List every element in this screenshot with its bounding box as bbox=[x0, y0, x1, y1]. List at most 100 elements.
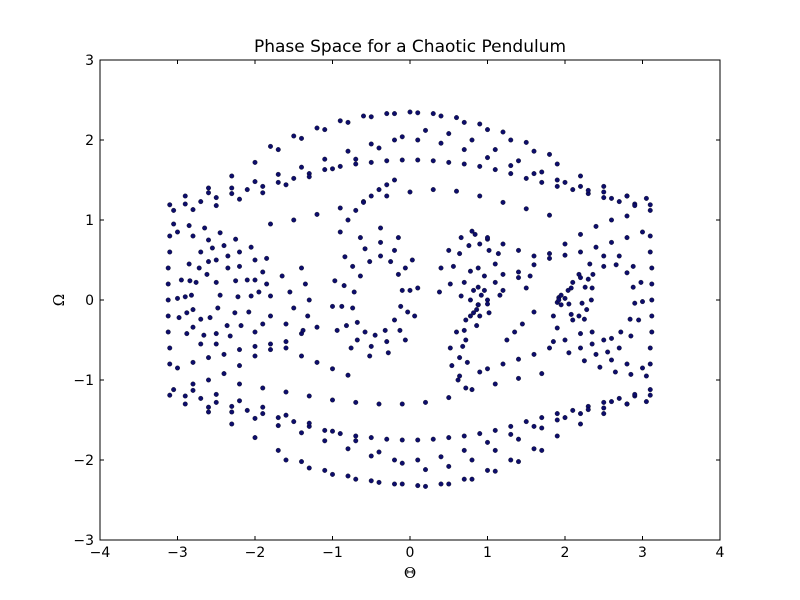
data-point bbox=[229, 191, 235, 197]
data-point bbox=[508, 457, 514, 463]
data-point bbox=[438, 140, 444, 146]
data-point bbox=[636, 317, 642, 323]
data-point bbox=[405, 309, 411, 315]
data-point bbox=[649, 297, 655, 303]
data-point bbox=[446, 131, 452, 137]
data-point bbox=[275, 171, 281, 177]
data-point bbox=[609, 335, 614, 341]
data-point bbox=[348, 345, 354, 351]
data-point bbox=[486, 247, 492, 253]
data-point bbox=[306, 420, 312, 426]
data-point bbox=[190, 381, 196, 387]
data-point bbox=[362, 329, 368, 335]
data-point bbox=[322, 438, 328, 444]
data-point bbox=[516, 269, 521, 275]
data-point bbox=[508, 163, 514, 169]
data-point bbox=[227, 333, 233, 339]
data-point bbox=[539, 425, 545, 431]
data-point bbox=[337, 118, 343, 124]
data-point bbox=[322, 427, 328, 433]
data-point bbox=[176, 315, 182, 321]
data-point bbox=[186, 223, 192, 229]
data-point bbox=[188, 292, 194, 298]
data-point bbox=[519, 321, 525, 327]
data-point bbox=[252, 435, 258, 441]
data-point bbox=[345, 148, 351, 154]
data-point bbox=[566, 350, 572, 356]
data-point bbox=[353, 433, 359, 439]
data-point bbox=[283, 321, 289, 327]
data-point bbox=[330, 366, 335, 372]
data-point bbox=[237, 249, 242, 255]
data-point bbox=[268, 313, 273, 319]
data-point bbox=[198, 395, 204, 401]
data-point bbox=[353, 399, 359, 405]
data-point bbox=[562, 179, 568, 185]
data-point bbox=[554, 411, 560, 417]
data-point bbox=[235, 294, 241, 300]
data-point bbox=[504, 337, 510, 343]
data-point bbox=[368, 114, 374, 120]
data-point bbox=[367, 353, 373, 359]
data-point bbox=[384, 182, 390, 188]
data-point bbox=[287, 289, 293, 295]
data-point bbox=[314, 324, 320, 330]
data-point bbox=[213, 391, 219, 397]
data-point bbox=[446, 435, 452, 441]
data-point bbox=[196, 265, 202, 271]
data-point bbox=[486, 310, 492, 316]
data-point bbox=[547, 345, 552, 351]
data-point bbox=[492, 261, 498, 267]
data-point bbox=[477, 431, 483, 437]
data-point bbox=[399, 401, 405, 407]
data-point bbox=[516, 436, 521, 442]
data-point bbox=[353, 156, 359, 162]
data-point bbox=[376, 401, 382, 407]
data-point bbox=[252, 353, 258, 359]
data-point bbox=[213, 399, 219, 405]
y-axis-ticks: −3 −2 −1 0 1 2 3 bbox=[73, 53, 720, 549]
data-point bbox=[314, 359, 320, 365]
data-point bbox=[399, 287, 405, 293]
data-point bbox=[256, 289, 262, 295]
data-point bbox=[415, 157, 421, 163]
data-point bbox=[531, 309, 537, 315]
data-point bbox=[268, 143, 273, 149]
data-point bbox=[628, 333, 634, 339]
data-point bbox=[500, 129, 506, 135]
data-point bbox=[407, 189, 413, 195]
data-point bbox=[252, 159, 258, 165]
data-point bbox=[206, 185, 211, 191]
scatter-points-layer bbox=[165, 109, 655, 489]
data-point bbox=[260, 385, 266, 391]
data-point bbox=[415, 483, 421, 489]
data-point bbox=[330, 397, 335, 403]
data-point bbox=[430, 436, 436, 442]
data-point bbox=[547, 251, 552, 257]
data-point bbox=[345, 372, 351, 378]
data-point bbox=[415, 137, 421, 143]
data-point bbox=[457, 373, 463, 379]
data-point bbox=[588, 297, 594, 303]
data-point bbox=[601, 405, 607, 411]
data-point bbox=[221, 371, 227, 377]
data-point bbox=[233, 278, 239, 284]
data-point bbox=[461, 161, 467, 167]
data-point bbox=[578, 345, 583, 351]
data-point bbox=[206, 190, 211, 196]
data-point bbox=[446, 481, 452, 487]
data-point bbox=[186, 261, 192, 267]
data-point bbox=[500, 287, 506, 293]
data-point bbox=[616, 199, 622, 205]
data-point bbox=[201, 332, 207, 338]
data-point bbox=[397, 327, 403, 333]
data-point bbox=[384, 193, 390, 199]
data-point bbox=[438, 265, 444, 271]
data-point bbox=[275, 423, 281, 429]
data-point bbox=[539, 179, 545, 185]
data-point bbox=[384, 158, 390, 164]
data-point bbox=[299, 265, 304, 271]
data-point bbox=[649, 265, 655, 271]
data-point bbox=[167, 361, 173, 367]
data-point bbox=[597, 364, 603, 370]
